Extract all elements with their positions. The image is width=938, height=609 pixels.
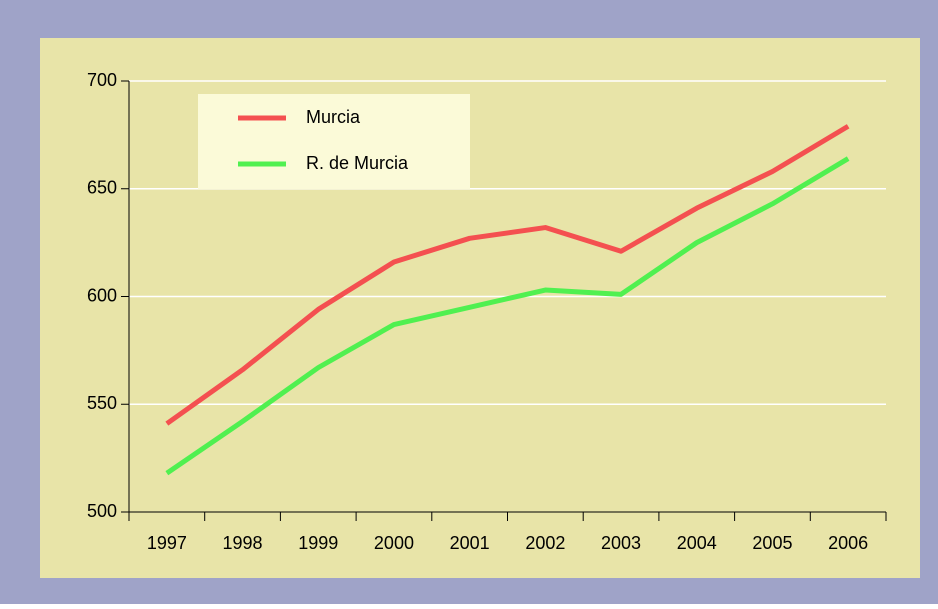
x-tick-label: 2001 — [450, 533, 490, 553]
y-tick-label: 650 — [87, 178, 117, 198]
legend-box — [198, 94, 470, 189]
x-tick-label: 2002 — [525, 533, 565, 553]
y-tick-label: 700 — [87, 70, 117, 90]
legend-label: R. de Murcia — [306, 153, 409, 173]
x-tick-label: 2005 — [752, 533, 792, 553]
y-tick-label: 500 — [87, 501, 117, 521]
x-tick-label: 1998 — [223, 533, 263, 553]
y-tick-label: 600 — [87, 285, 117, 305]
x-tick-label: 2000 — [374, 533, 414, 553]
x-tick-label: 1997 — [147, 533, 187, 553]
x-tick-label: 2004 — [677, 533, 717, 553]
legend-label: Murcia — [306, 107, 361, 127]
x-tick-label: 2003 — [601, 533, 641, 553]
panel — [40, 38, 920, 578]
y-tick-label: 550 — [87, 393, 117, 413]
line — [165, 124, 850, 426]
x-tick-label: 2006 — [828, 533, 868, 553]
line — [165, 156, 850, 476]
x-tick-label: 1999 — [298, 533, 338, 553]
